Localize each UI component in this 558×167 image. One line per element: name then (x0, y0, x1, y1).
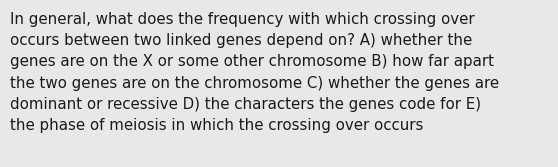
Text: In general, what does the frequency with which crossing over
occurs between two : In general, what does the frequency with… (10, 12, 499, 133)
